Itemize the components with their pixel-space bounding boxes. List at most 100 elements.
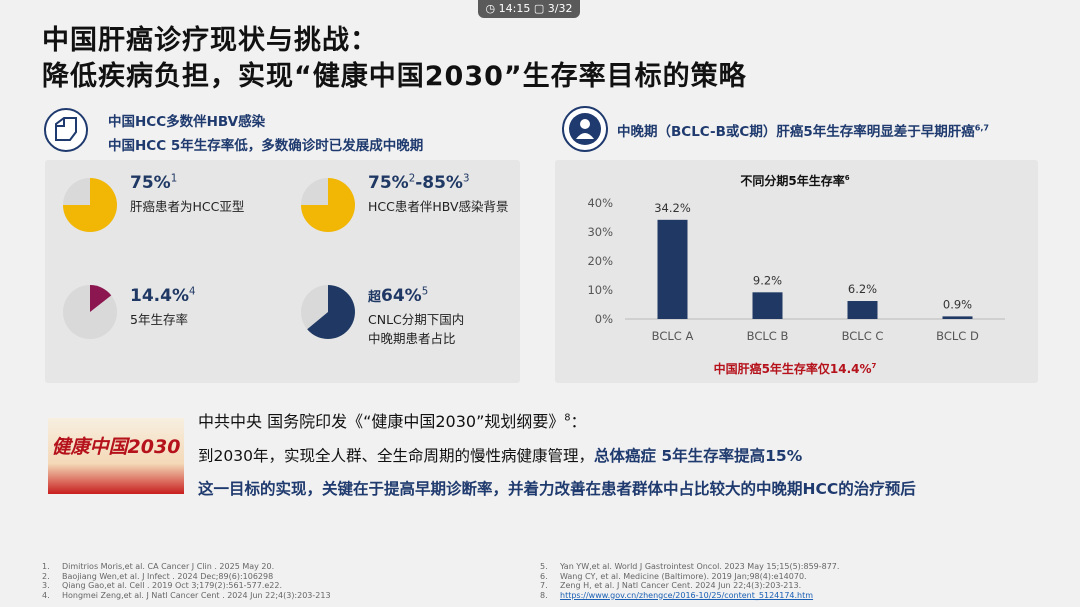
bar <box>942 316 973 319</box>
footnote-ref: 3 <box>462 173 470 185</box>
reference-number: 4. <box>42 590 50 600</box>
icon <box>44 108 88 152</box>
stat-desc: CNLC分期下国内 <box>368 312 465 327</box>
reference-text: Hongmei Zeng,et al. J Natl Cancer Cent .… <box>62 590 331 600</box>
banner-text: 健康中国2030 <box>52 436 181 458</box>
footnote-ref: 8 <box>564 412 571 424</box>
reference: 2. Baojiang Wen,et al. J Infect . 2024 De… <box>42 572 331 582</box>
reference-number: 6. <box>540 571 548 581</box>
stat: 75%1 肝癌患者为HCC亚型 <box>130 173 244 216</box>
footnote-ref: 7 <box>872 362 877 370</box>
reference-number: 3. <box>42 581 50 590</box>
prefix: 超 <box>368 290 382 305</box>
heading-text: 中晚期（BCLC-B或C期）肝癌5年生存率明显差于早期肝癌 <box>617 124 975 140</box>
icon <box>580 119 590 129</box>
references: 1. Dimitrios Moris,et al. CA Cancer J Cli… <box>42 562 331 600</box>
x-tick-label: BCLC D <box>936 329 979 343</box>
y-tick-label: 20% <box>587 254 613 268</box>
footnote-ref: 6,7 <box>974 122 990 133</box>
x-tick-label: BCLC B <box>747 329 789 343</box>
reference-number: 1. <box>42 562 50 571</box>
x-tick-label: BCLC C <box>842 329 884 343</box>
stat-value: 14.4%4 <box>130 286 195 306</box>
pie-slice <box>307 285 356 339</box>
heading: 中国HCC 5年生存率低，多数确诊时已发展成中晚期 <box>108 138 424 154</box>
page-number: 3/32 <box>547 2 573 15</box>
footnote-ref: 6 <box>845 174 850 182</box>
reference-number: 5. <box>540 562 548 571</box>
bar <box>657 219 688 319</box>
heading: 中晚期（BCLC-B或C期）肝癌5年生存率明显差于早期肝癌6,7 <box>617 120 990 141</box>
y-tick-label: 30% <box>587 225 613 239</box>
text: ： <box>570 412 587 431</box>
reference-text: Zeng H, et al. J Natl Cancer Cent. 2024 … <box>560 581 802 590</box>
stat: 超64%5 CNLC分期下国内 中晚期患者占比 <box>368 286 464 348</box>
note-text: 中国肝癌5年生存率仅14.4% <box>714 361 872 376</box>
reference-text: Yan YW,et al. World J Gastrointest Oncol… <box>560 562 840 571</box>
stat: 14.4%4 5年生存率 <box>130 286 195 329</box>
references: 5. Yan YW,et al. World J Gastrointest Onc… <box>540 562 839 600</box>
x-tick-label: BCLC A <box>652 329 694 343</box>
policy-line: 到2030年，实现全人群、全生命周期的慢性病健康管理，总体癌症 5年生存率提高1… <box>198 444 802 466</box>
footnote-ref: 1 <box>170 173 178 185</box>
stat-desc: 5年生存率 <box>130 312 188 327</box>
pie-slice <box>90 285 112 312</box>
value-label: 75% <box>130 173 171 193</box>
reference-text: Baojiang Wen,et al. J Infect . 2024 Dec;… <box>62 571 274 581</box>
stat: 75%2-85%3 HCC患者伴HBV感染背景 <box>368 173 509 216</box>
text: 到2030年，实现全人群、全生命周期的慢性病健康管理， <box>198 447 594 465</box>
value-label: 34.2% <box>654 201 691 215</box>
reference-number: 8. <box>540 590 548 600</box>
panel <box>555 160 1038 383</box>
pie-slice <box>63 178 117 232</box>
stat-value: 75%2-85%3 <box>368 173 509 193</box>
y-tick-label: 40% <box>587 196 613 210</box>
value-label: 64% <box>381 286 422 306</box>
stat-desc: 肝癌患者为HCC亚型 <box>130 199 245 214</box>
title: 中国肝癌诊疗现状与挑战： <box>42 25 378 56</box>
reference-text: https://www.gov.cn/zhengce/2016-10/25/co… <box>560 590 814 600</box>
value-label: 9.2% <box>753 273 782 287</box>
text: 中共中央 国务院印发《“健康中国2030”规划纲要》 <box>198 412 565 431</box>
reference: 3. Qiang Gao,et al. Cell . 2019 Oct 3;179… <box>42 581 331 591</box>
y-tick-label: 0% <box>595 312 613 326</box>
bar <box>752 292 783 319</box>
icon <box>576 133 594 139</box>
reference: 1. Dimitrios Moris,et al. CA Cancer J Cli… <box>42 562 331 572</box>
footnote-ref: 4 <box>188 286 196 298</box>
reference-number: 2. <box>42 571 50 581</box>
footnote-ref: 2 <box>408 173 416 185</box>
value-label: 14.4% <box>130 286 189 306</box>
reference-text: Wang CY, et al. Medicine (Baltimore). 20… <box>560 571 807 581</box>
chart-note: 中国肝癌5年生存率仅14.4%7 <box>714 361 877 376</box>
chart-title: 不同分期5年生存率6 <box>740 173 849 188</box>
reference: 6. Wang CY, et al. Medicine (Baltimore). … <box>540 572 839 582</box>
pie-slice <box>301 178 355 232</box>
reference: 7. Zeng H, et al. J Natl Cancer Cent. 202… <box>540 581 839 591</box>
reference-text: Dimitrios Moris,et al. CA Cancer J Clin … <box>62 562 275 571</box>
icon <box>55 117 77 141</box>
heading: 中国HCC多数伴HBV感染 <box>108 114 266 130</box>
value-label: -85% <box>415 173 463 193</box>
stat-value: 75%1 <box>130 173 244 193</box>
banner-image <box>48 418 184 494</box>
reference: 5. Yan YW,et al. World J Gastrointest Onc… <box>540 562 839 572</box>
panel <box>45 160 520 383</box>
title-text: 不同分期5年生存率 <box>740 173 844 188</box>
subtitle: 降低疾病负担，实现“健康中国2030”生存率目标的策略 <box>42 61 747 92</box>
policy-heading: 中共中央 国务院印发《“健康中国2030”规划纲要》8： <box>198 408 587 432</box>
y-tick-label: 10% <box>587 283 613 297</box>
reference-text: Qiang Gao,et al. Cell . 2019 Oct 3;179(2… <box>62 581 283 590</box>
footnote-ref: 5 <box>421 286 429 298</box>
reference-number: 7. <box>540 581 548 590</box>
stat-value: 超64%5 <box>368 286 464 306</box>
status-bar: ◷ 14:15 ▢ 3/32 <box>478 0 580 18</box>
time: 14:15 <box>498 2 531 15</box>
value-label: 75% <box>368 173 409 193</box>
value-label: 0.9% <box>943 297 972 311</box>
reference: 8. https://www.gov.cn/zhengce/2016-10/25/… <box>540 591 839 601</box>
emphasis: 总体癌症 5年生存率提高15% <box>593 447 803 465</box>
reference: 4. Hongmei Zeng,et al. J Natl Cancer Cent… <box>42 591 331 601</box>
